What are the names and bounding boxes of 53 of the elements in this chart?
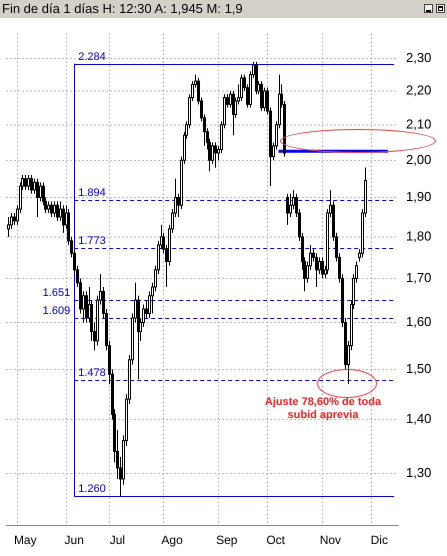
candlestick: [26, 174, 30, 190]
candlestick: [36, 178, 40, 218]
candlestick: [210, 142, 214, 164]
y-tick-label: 1,90: [406, 189, 432, 204]
candlestick: [84, 290, 88, 323]
ref-line-label: 1.609: [42, 305, 70, 318]
candlestick: [6, 216, 10, 238]
candlestick: [62, 204, 66, 234]
candlestick: [318, 256, 322, 275]
y-tick-label: 2,00: [406, 152, 432, 167]
x-tick-label: Jul: [110, 533, 126, 548]
ref-line-label: 1.894: [78, 187, 106, 200]
candlestick: [214, 142, 218, 168]
candlestick: [288, 193, 292, 218]
annotation: Ajuste 78,60% de toda subid aprevia: [264, 396, 382, 422]
ref-line-label: 1.260: [78, 483, 106, 496]
candlestick: [52, 200, 56, 218]
candlestick: [50, 200, 54, 218]
candlestick: [314, 252, 318, 288]
y-tick-label: 1,50: [406, 360, 432, 376]
candlestick: [260, 80, 264, 112]
y-tick-label: 2,20: [406, 82, 432, 98]
candlestick: [12, 212, 16, 226]
x-tick-label: Nov: [320, 533, 342, 548]
ref-line-label: 1.478: [78, 367, 106, 380]
y-tick-label: 1,30: [406, 465, 432, 480]
ref-line-label: 2.284: [78, 51, 106, 64]
candlestick: [46, 200, 50, 214]
y-tick-label: 1,70: [406, 270, 432, 285]
x-tick-label: Dic: [370, 533, 388, 548]
candlestick: [286, 193, 290, 226]
x-tick-label: Jun: [64, 533, 84, 548]
candlestick: [320, 256, 324, 279]
ref-line-label: 1.651: [42, 287, 70, 300]
candlestick: [32, 178, 36, 194]
x-tick-label: Oct: [266, 533, 286, 548]
ref-line-label: 1.773: [78, 235, 106, 248]
x-tick-label: Ago: [161, 533, 184, 548]
chart-title: Fin de día 1 días H: 12:30 A: 1,945 M: 1,9: [2, 1, 243, 16]
y-tick-label: 1,80: [406, 228, 432, 244]
candlestick: [240, 74, 244, 102]
candlestick: [38, 182, 42, 202]
candlestick: [58, 200, 62, 222]
x-tick-label: Sep: [216, 533, 238, 548]
y-tick-label: 1,60: [406, 314, 432, 330]
x-tick-label: May: [14, 533, 37, 548]
y-tick-label: 2,10: [406, 116, 432, 132]
candlestick: [24, 174, 28, 190]
candlestick: [56, 200, 60, 222]
y-tick-label: 1,40: [406, 411, 432, 426]
candlestick: [30, 174, 34, 194]
candlestick: [262, 87, 266, 112]
y-tick-label: 2,30: [406, 50, 432, 66]
